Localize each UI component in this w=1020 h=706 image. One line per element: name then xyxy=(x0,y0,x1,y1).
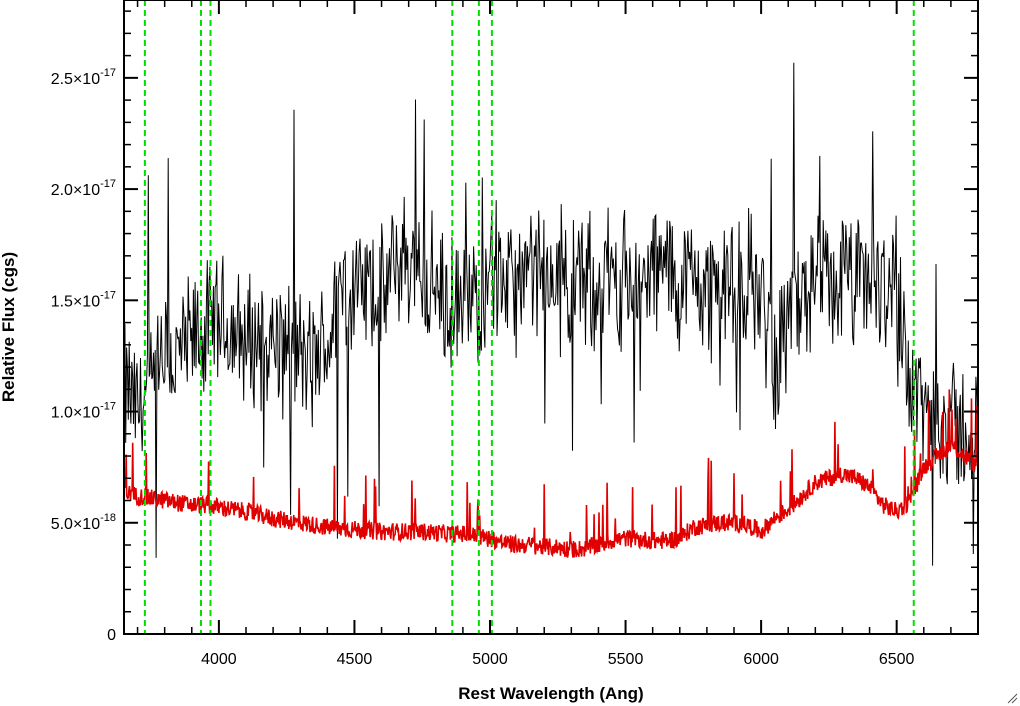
plot-area xyxy=(123,0,979,634)
plot-frame xyxy=(123,0,979,635)
y-tick-label: 2.0×10-17 xyxy=(51,178,116,199)
x-axis-ticks: 4000 4500 5000 5500 6000 6500 xyxy=(136,0,979,668)
y-axis-ticks: 0 5.0×10-18 1.0×10-17 1.5×10-17 2.0×10-17 2.5… xyxy=(51,10,978,644)
x-tick-label: 5000 xyxy=(472,651,508,668)
x-tick-label: 6500 xyxy=(879,651,915,668)
flux-spectrum-line xyxy=(123,62,979,566)
y-tick-label: 0 xyxy=(107,627,116,644)
y-tick-label: 5.0×10-18 xyxy=(51,512,116,533)
x-tick-label: 4500 xyxy=(337,651,373,668)
error-spectrum-line xyxy=(123,389,979,558)
y-axis-title: Relative Flux (cgs) xyxy=(0,252,18,402)
x-tick-label: 4000 xyxy=(201,651,237,668)
resize-grip-icon[interactable] xyxy=(1006,692,1018,704)
y-tick-label: 2.5×10-17 xyxy=(51,67,116,88)
x-tick-label: 6000 xyxy=(743,651,779,668)
x-tick-label: 5500 xyxy=(608,651,644,668)
x-axis-title: Rest Wavelength (Ang) xyxy=(458,684,643,703)
y-tick-label: 1.5×10-17 xyxy=(51,289,116,310)
y-tick-label: 1.0×10-17 xyxy=(51,401,116,422)
